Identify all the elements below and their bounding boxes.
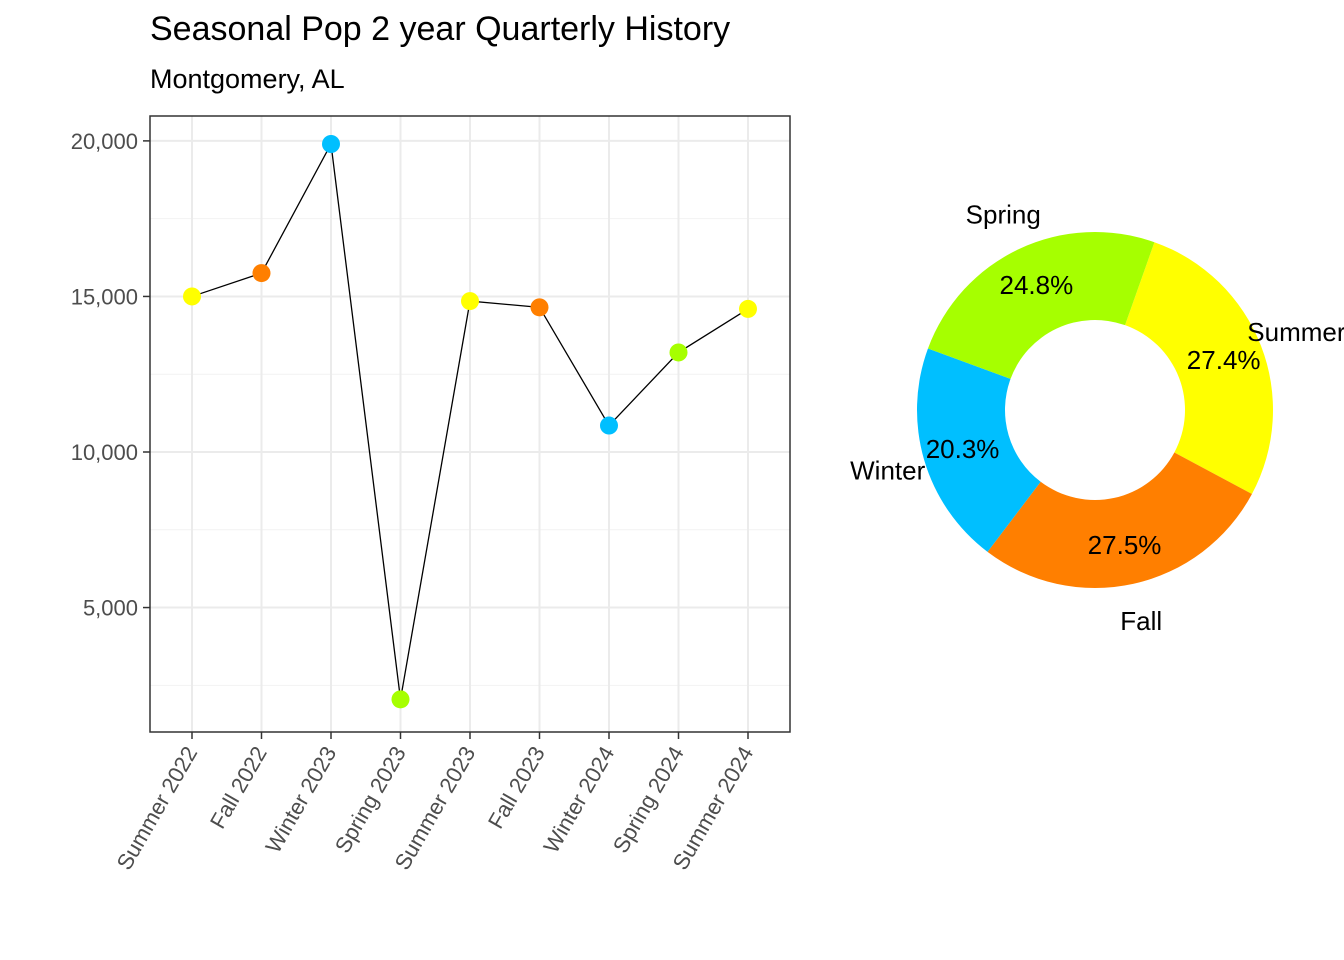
donut-chart: 27.4%Summer 27.5% Fall 20.3%Winter 24.8% Spri…	[850, 199, 1344, 636]
donut-slice-winter	[917, 348, 1041, 552]
x-tick-label: Summer 2022	[112, 742, 203, 874]
donut-category-label: Fall	[1120, 606, 1162, 636]
chart-subtitle: Montgomery, AL	[150, 64, 345, 94]
y-tick-label: 5,000	[83, 596, 138, 621]
donut-slice-spring	[927, 232, 1155, 379]
donut-category-label: Spring	[966, 199, 1041, 229]
donut-category-label: Summer	[1247, 317, 1344, 347]
x-tick-label: Spring 2023	[330, 742, 411, 857]
data-point-spring	[669, 343, 688, 362]
donut-slice-fall	[987, 452, 1252, 588]
x-tick-label: Spring 2024	[608, 742, 689, 857]
x-tick-label: Winter 2024	[538, 742, 619, 857]
data-point-spring	[391, 690, 410, 709]
data-points	[183, 135, 757, 709]
x-tick-label: Fall 2023	[483, 742, 550, 833]
chart-title: Seasonal Pop 2 year Quarterly History	[150, 10, 731, 48]
y-tick-label: 15,000	[71, 284, 138, 309]
donut-percent-label: 27.4%	[1187, 345, 1261, 375]
data-point-winter	[600, 416, 618, 435]
donut-percent-label: 27.5%	[1088, 530, 1162, 560]
data-point-summer	[183, 287, 201, 306]
y-tick-label: 20,000	[71, 129, 138, 154]
data-point-winter	[322, 135, 340, 153]
data-point-summer	[739, 299, 757, 318]
data-point-summer	[461, 292, 479, 311]
donut-slice-summer	[1125, 242, 1273, 494]
donut-percent-label: 24.8%	[1000, 270, 1074, 300]
donut-percent-label: 20.3%	[926, 434, 1000, 464]
x-tick-label: Winter 2023	[260, 742, 341, 857]
donut-category-label: Winter	[850, 456, 925, 486]
data-point-fall	[530, 298, 549, 317]
x-tick-label: Fall 2022	[205, 742, 272, 833]
data-point-fall	[252, 264, 271, 283]
y-tick-label: 10,000	[71, 440, 138, 465]
grid-lines	[150, 116, 790, 732]
